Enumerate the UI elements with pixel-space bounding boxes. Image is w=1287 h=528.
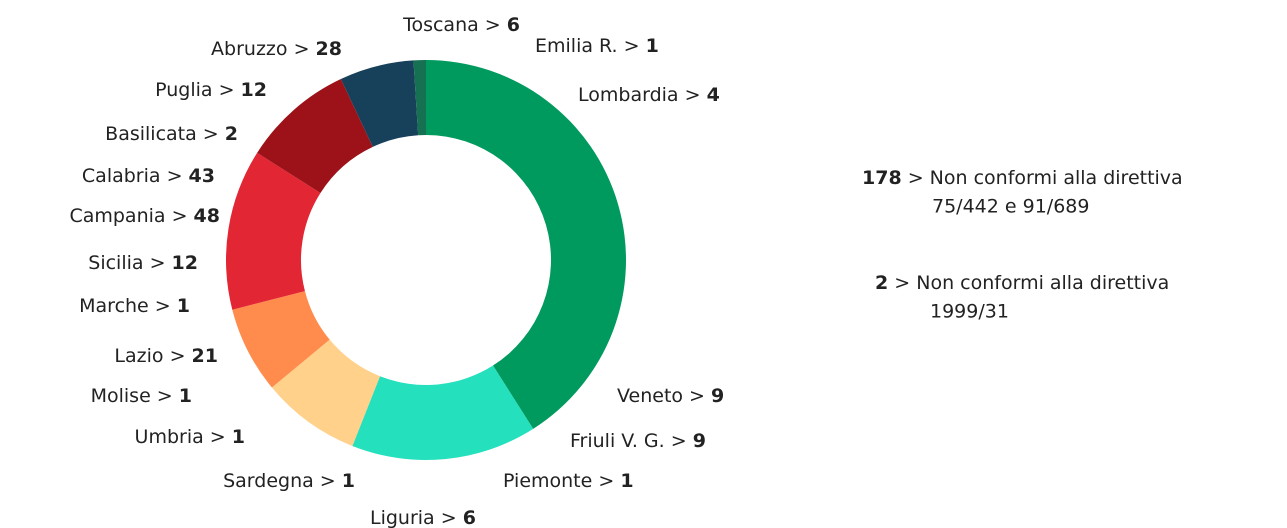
region-name: Molise > bbox=[91, 385, 173, 407]
region-value: 1 bbox=[646, 35, 659, 57]
region-name: Puglia > bbox=[155, 79, 234, 101]
region-label: Marche > 1 bbox=[79, 295, 190, 317]
region-value: 9 bbox=[693, 430, 706, 452]
donut-segment bbox=[271, 339, 380, 446]
region-label: Campania > 48 bbox=[69, 205, 220, 227]
region-label: Molise > 1 bbox=[91, 385, 192, 407]
region-value: 2 bbox=[225, 123, 238, 145]
region-name: Veneto > bbox=[617, 385, 705, 407]
region-value: 9 bbox=[711, 385, 724, 407]
donut-segment bbox=[226, 152, 321, 310]
region-name: Calabria > bbox=[82, 165, 183, 187]
region-name: Friuli V. G. > bbox=[570, 430, 687, 452]
note-value: 2 bbox=[875, 272, 888, 294]
region-value: 28 bbox=[316, 38, 342, 60]
region-name: Lazio > bbox=[114, 345, 185, 367]
donut-segment bbox=[352, 365, 534, 460]
donut-segment bbox=[340, 60, 419, 147]
region-label: Umbria > 1 bbox=[135, 426, 245, 448]
region-name: Piemonte > bbox=[503, 470, 614, 492]
region-value: 4 bbox=[707, 84, 720, 106]
donut-segment bbox=[232, 291, 330, 388]
region-name: Abruzzo > bbox=[211, 38, 309, 60]
region-name: Lombardia > bbox=[578, 84, 701, 106]
region-label: Sardegna > 1 bbox=[223, 470, 355, 492]
region-name: Campania > bbox=[69, 205, 187, 227]
region-label: Basilicata > 2 bbox=[105, 123, 238, 145]
region-value: 12 bbox=[241, 79, 267, 101]
donut-segment bbox=[413, 60, 426, 136]
note-value: 178 bbox=[862, 167, 902, 189]
region-label: Veneto > 9 bbox=[617, 385, 724, 407]
region-value: 48 bbox=[194, 205, 220, 227]
region-value: 21 bbox=[192, 345, 218, 367]
note-text: > Non conformi alla direttiva bbox=[908, 167, 1183, 189]
donut-segment bbox=[426, 60, 626, 429]
region-value: 1 bbox=[177, 295, 190, 317]
region-value: 6 bbox=[507, 14, 520, 36]
region-value: 43 bbox=[189, 165, 215, 187]
region-name: Toscana > bbox=[402, 14, 501, 36]
region-value: 1 bbox=[179, 385, 192, 407]
donut-segment bbox=[257, 79, 373, 194]
note-text: > Non conformi alla direttiva bbox=[894, 272, 1169, 294]
region-label: Puglia > 12 bbox=[155, 79, 267, 101]
note: 2 > Non conformi alla direttiva bbox=[875, 272, 1169, 294]
region-label: Lazio > 21 bbox=[114, 345, 218, 367]
region-name: Basilicata > bbox=[105, 123, 219, 145]
region-label: Toscana > 6 bbox=[402, 14, 520, 36]
region-label: Emilia R. > 1 bbox=[535, 35, 659, 57]
region-label: Calabria > 43 bbox=[82, 165, 215, 187]
region-name: Sardegna > bbox=[223, 470, 336, 492]
region-label: Piemonte > 1 bbox=[503, 470, 634, 492]
region-name: Sicilia > bbox=[88, 252, 165, 274]
region-label: Friuli V. G. > 9 bbox=[570, 430, 706, 452]
region-value: 6 bbox=[463, 507, 476, 528]
note: 178 > Non conformi alla direttiva bbox=[862, 167, 1183, 189]
note-text-2: 75/442 e 91/689 bbox=[932, 196, 1089, 218]
region-value: 1 bbox=[342, 470, 355, 492]
region-name: Umbria > bbox=[135, 426, 226, 448]
region-label: Sicilia > 12 bbox=[88, 252, 198, 274]
region-value: 1 bbox=[620, 470, 633, 492]
region-label: Liguria > 6 bbox=[370, 507, 476, 528]
region-value: 1 bbox=[232, 426, 245, 448]
region-value: 12 bbox=[172, 252, 198, 274]
region-label: Lombardia > 4 bbox=[578, 84, 720, 106]
note-text-2: 1999/31 bbox=[930, 301, 1009, 323]
region-name: Marche > bbox=[79, 295, 171, 317]
region-label: Abruzzo > 28 bbox=[211, 38, 342, 60]
region-name: Liguria > bbox=[370, 507, 457, 528]
region-name: Emilia R. > bbox=[535, 35, 640, 57]
